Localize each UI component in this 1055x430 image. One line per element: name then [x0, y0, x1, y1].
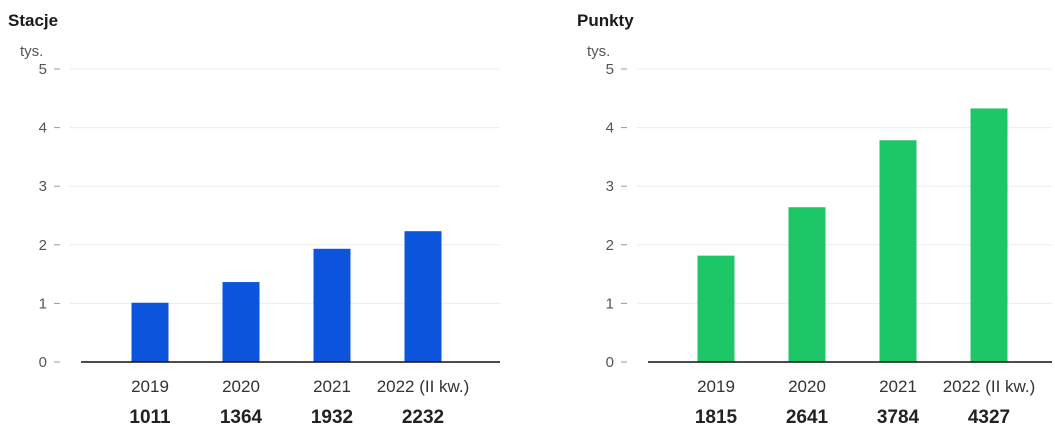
x-tick-label: 2022 (II kw.)	[943, 377, 1036, 396]
unit-label: tys.	[20, 43, 43, 60]
y-tick-label: 2	[606, 237, 614, 254]
x-tick-label: 2019	[131, 377, 169, 396]
data-label: 1364	[220, 407, 263, 428]
y-tick-label: 0	[39, 354, 47, 371]
data-label: 1932	[311, 407, 353, 428]
bar	[697, 255, 735, 362]
bar	[879, 140, 917, 362]
chart-punkty: Punkty tys. 0 1 2 3 4 5 2019 2020 2021 2022 (II k…	[577, 11, 1052, 428]
y-tick-label: 4	[606, 120, 614, 137]
bar	[970, 108, 1008, 362]
y-tick-label: 5	[39, 61, 47, 78]
bar	[222, 282, 260, 362]
data-label: 3784	[877, 407, 920, 428]
y-tick-label: 3	[606, 178, 614, 195]
data-label: 1011	[129, 407, 171, 428]
x-tick-label: 2021	[879, 377, 917, 396]
chart-title: Punkty	[577, 11, 634, 30]
bar	[313, 248, 351, 362]
y-tick-label: 1	[39, 295, 47, 312]
x-tick-label: 2020	[222, 377, 260, 396]
y-tick-label: 5	[606, 61, 614, 78]
y-tick-label: 2	[39, 237, 47, 254]
chart-title: Stacje	[8, 11, 58, 30]
x-tick-label: 2019	[697, 377, 735, 396]
data-label: 2641	[786, 407, 829, 428]
bar	[404, 231, 442, 362]
y-tick-label: 1	[606, 295, 614, 312]
y-tick-label: 4	[39, 120, 47, 137]
x-tick-label: 2022 (II kw.)	[377, 377, 470, 396]
data-label: 2232	[402, 407, 444, 428]
y-tick-label: 0	[606, 354, 614, 371]
data-label: 4327	[968, 407, 1010, 428]
y-tick-label: 3	[39, 178, 47, 195]
bar	[131, 302, 169, 362]
chart-stacje: Stacje tys. 0 1 2 3 4 5 2019 2020 2021 2022 (II k…	[8, 11, 500, 428]
x-tick-label: 2020	[788, 377, 826, 396]
x-tick-label: 2021	[313, 377, 351, 396]
unit-label: tys.	[587, 43, 610, 60]
bar	[788, 207, 826, 362]
data-label: 1815	[695, 407, 738, 428]
